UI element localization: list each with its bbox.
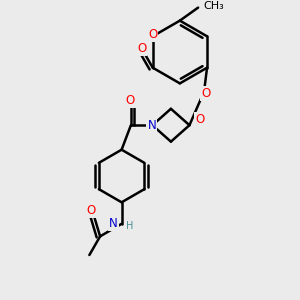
- Text: O: O: [201, 87, 210, 100]
- Text: O: O: [137, 42, 146, 55]
- Text: H: H: [126, 220, 134, 231]
- Text: O: O: [126, 94, 135, 107]
- Text: CH₃: CH₃: [203, 1, 224, 11]
- Text: N: N: [147, 119, 156, 132]
- Text: O: O: [86, 204, 96, 218]
- Text: N: N: [109, 217, 118, 230]
- Text: O: O: [195, 113, 205, 126]
- Text: O: O: [148, 28, 157, 41]
